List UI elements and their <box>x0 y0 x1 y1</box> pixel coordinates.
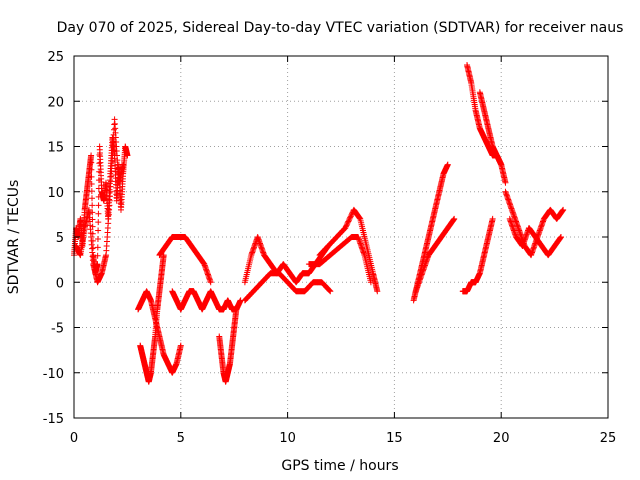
series-low-7h <box>216 306 240 385</box>
series-arc-3-5h-b <box>135 288 184 376</box>
x-tick-label: 10 <box>279 431 296 446</box>
data-point <box>207 279 214 286</box>
y-tick-label: 5 <box>56 231 64 246</box>
data-point <box>326 287 333 294</box>
series-arc-3-5h <box>137 252 167 385</box>
y-tick-label: 15 <box>47 141 64 156</box>
series-hump-4-6h <box>156 234 214 286</box>
data-point <box>344 221 351 228</box>
data-point <box>89 202 96 209</box>
data-point <box>560 206 567 213</box>
data-point <box>88 173 95 180</box>
data-point <box>109 147 116 154</box>
y-tick-label: -10 <box>43 367 64 382</box>
data-point <box>107 178 114 185</box>
series-peak-19h-b <box>476 89 505 168</box>
x-tick-label: 5 <box>177 431 185 446</box>
data-point <box>95 227 102 234</box>
series-climb-16-18h-b <box>412 215 458 295</box>
data-point <box>88 152 95 159</box>
data-point <box>94 244 101 251</box>
data-point <box>95 219 102 226</box>
data-point <box>89 195 96 202</box>
data-point <box>88 159 95 166</box>
data-point <box>558 234 565 240</box>
y-axis-label: SDTVAR / TECUs <box>6 180 22 295</box>
data-point <box>109 157 116 164</box>
x-axis-label: GPS time / hours <box>281 458 398 474</box>
data-point <box>347 213 354 220</box>
series-mid-8-12h <box>241 234 332 286</box>
data-point <box>108 162 115 169</box>
chart-title: Day 070 of 2025, Sidereal Day-to-day VTE… <box>57 20 624 36</box>
data-point <box>498 161 505 168</box>
data-point <box>348 212 355 219</box>
data-point <box>110 126 117 133</box>
tick-layer: 0 5 10 15 20 25 -15 -10 -5 0 5 10 15 20 25 <box>43 50 617 446</box>
x-tick-label: 0 <box>70 431 78 446</box>
data-point <box>111 121 118 128</box>
data-point <box>233 306 240 313</box>
series-rise-11-14h-b <box>305 234 374 286</box>
x-tick-label: 20 <box>493 431 510 446</box>
data-point <box>502 179 509 186</box>
series-dip-18-19h <box>459 215 496 295</box>
x-tick-label: 25 <box>600 431 617 446</box>
data-point <box>177 342 184 349</box>
y-tick-label: 10 <box>47 186 64 201</box>
y-tick-label: 20 <box>47 95 64 110</box>
series-early-cluster-b <box>73 116 127 286</box>
data-point <box>342 224 349 231</box>
data-point <box>344 219 351 226</box>
x-tick-label: 15 <box>386 431 403 446</box>
data-point <box>95 210 102 217</box>
data-point <box>88 180 95 187</box>
data-point <box>110 142 117 149</box>
data-point <box>451 215 458 222</box>
data-point <box>343 222 350 229</box>
data-point <box>489 215 496 222</box>
y-tick-label: 25 <box>47 50 64 65</box>
data-point <box>107 188 114 195</box>
data-layer <box>71 62 567 385</box>
data-point <box>88 166 95 173</box>
series-tail-20-23h-b <box>506 215 565 259</box>
data-point <box>107 183 114 190</box>
data-point <box>444 161 451 168</box>
y-tick-label: 0 <box>56 276 64 291</box>
data-point <box>94 252 101 259</box>
data-point <box>327 288 334 295</box>
y-tick-label: -5 <box>51 322 64 337</box>
series-peak-18-20h <box>464 62 509 186</box>
data-point <box>108 168 115 175</box>
data-point <box>94 235 101 242</box>
y-tick-label: -15 <box>43 412 64 427</box>
data-point <box>88 188 95 195</box>
data-point <box>120 161 127 168</box>
data-point <box>374 288 381 295</box>
data-point <box>367 279 374 286</box>
data-point <box>345 217 352 224</box>
data-point <box>345 218 352 225</box>
data-point <box>124 152 131 159</box>
data-point <box>342 223 349 230</box>
data-point <box>108 173 115 180</box>
series-mid-8-12h-b <box>241 270 334 304</box>
data-point <box>346 215 353 222</box>
data-point <box>347 214 354 221</box>
data-point <box>96 160 103 167</box>
data-point <box>326 287 333 294</box>
data-point <box>90 244 97 251</box>
data-point <box>95 202 102 209</box>
series-rise-11-14h <box>316 206 381 295</box>
